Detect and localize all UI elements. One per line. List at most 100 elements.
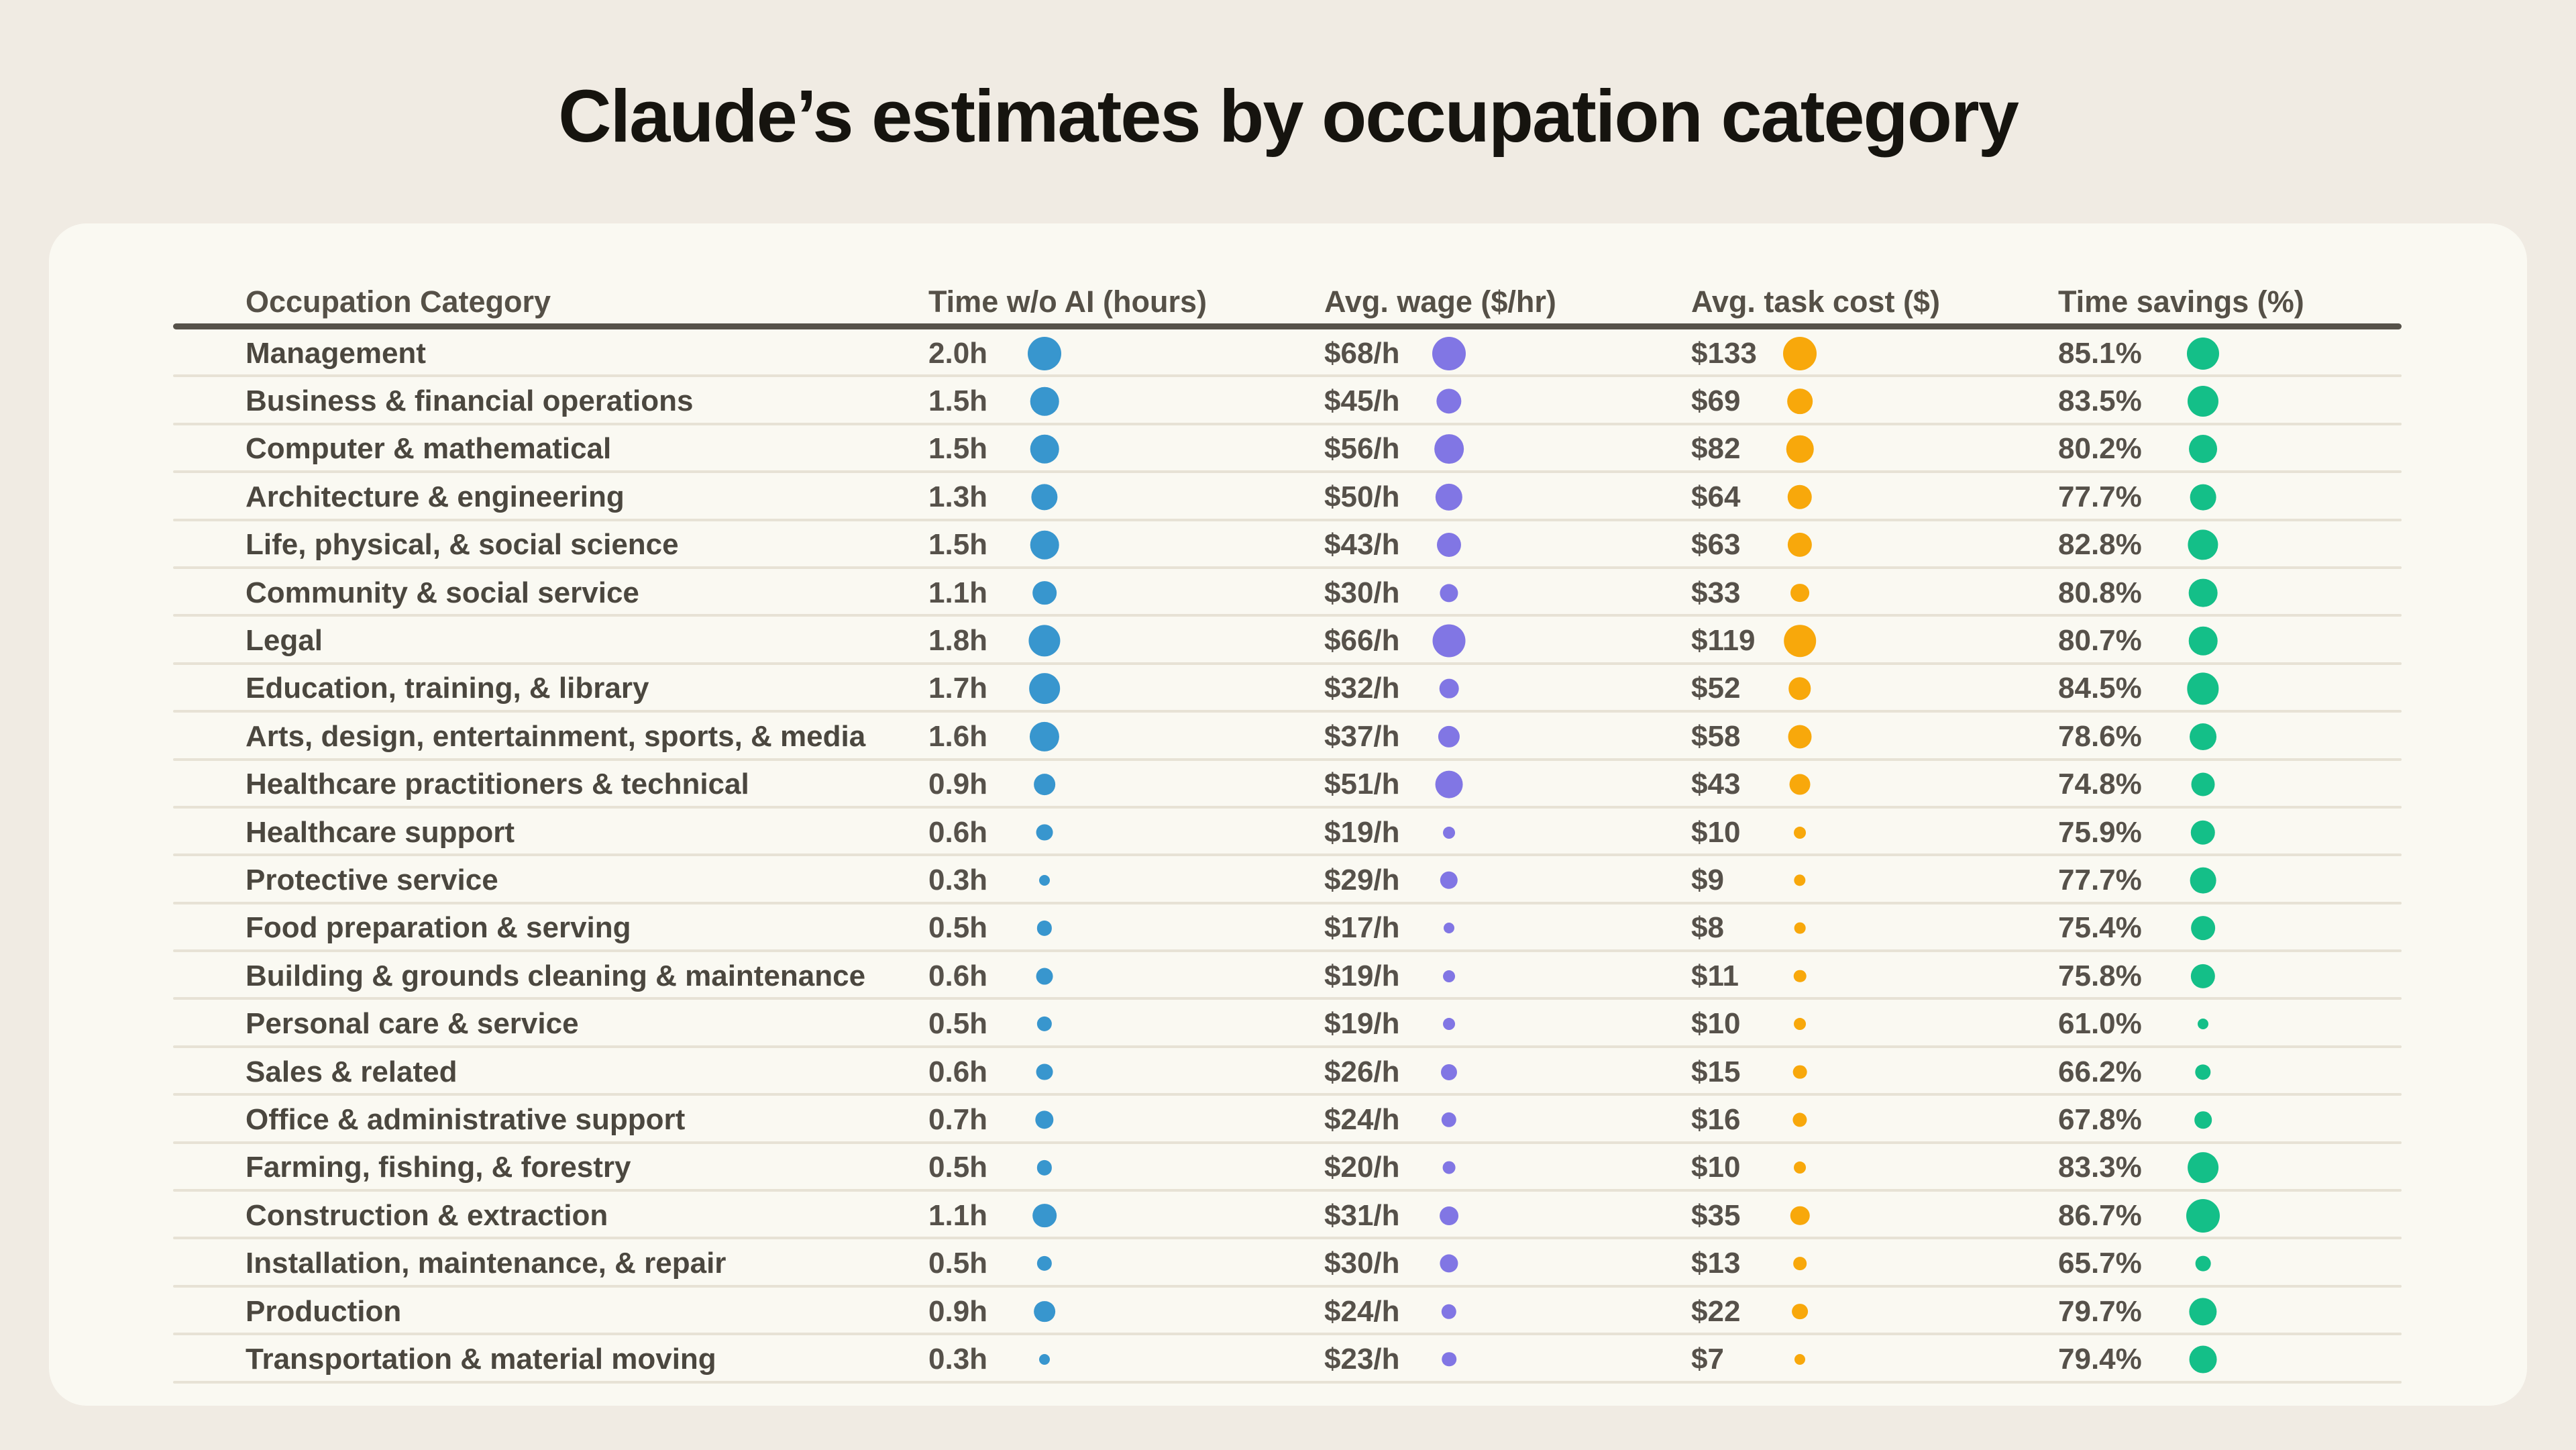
task-cost-value: $13: [1691, 1247, 1741, 1280]
time-dot: [1039, 874, 1050, 886]
time-dot: [1030, 530, 1059, 560]
time-savings-value: 83.3%: [2058, 1151, 2142, 1184]
time-savings-dot: [2189, 435, 2217, 464]
time-value: 0.5h: [928, 911, 988, 945]
time-savings-value: 75.9%: [2058, 815, 2142, 849]
time-savings-value: 66.2%: [2058, 1055, 2142, 1088]
time-savings-value: 84.5%: [2058, 672, 2142, 705]
occupation-label: Business & financial operations: [246, 384, 694, 418]
wage-value: $19/h: [1324, 959, 1400, 992]
task-cost-value: $7: [1691, 1342, 1724, 1376]
time-savings-value: 79.4%: [2058, 1342, 2142, 1376]
occupation-label: Computer & mathematical: [246, 432, 612, 466]
time-value: 0.5h: [928, 1151, 988, 1184]
task-cost-dot: [1794, 874, 1806, 886]
time-savings-dot: [2188, 1152, 2218, 1184]
task-cost-dot: [1790, 583, 1809, 603]
time-dot: [1035, 1110, 1054, 1129]
wage-value: $31/h: [1324, 1198, 1400, 1232]
wage-value: $17/h: [1324, 911, 1400, 945]
wage-value: $30/h: [1324, 576, 1400, 609]
occupation-label: Installation, maintenance, & repair: [246, 1247, 727, 1280]
header-rule: [173, 323, 2402, 329]
task-cost-dot: [1790, 1206, 1810, 1225]
task-cost-value: $63: [1691, 528, 1741, 562]
time-savings-dot: [2188, 529, 2218, 560]
table-row: Healthcare support 0.6h $19/h $10 75.9%: [49, 809, 2527, 857]
wage-value: $45/h: [1324, 384, 1400, 418]
table-row: Building & grounds cleaning & maintenanc…: [49, 952, 2527, 1000]
task-cost-dot: [1783, 336, 1817, 370]
table-row: Office & administrative support 0.7h $24…: [49, 1096, 2527, 1145]
task-cost-value: $35: [1691, 1198, 1741, 1232]
task-cost-value: $119: [1691, 624, 1756, 658]
wage-value: $26/h: [1324, 1055, 1400, 1088]
wage-value: $23/h: [1324, 1342, 1400, 1376]
time-savings-dot: [2187, 386, 2219, 417]
task-cost-value: $10: [1691, 1007, 1741, 1041]
occupation-label: Farming, fishing, & forestry: [246, 1151, 631, 1184]
time-savings-value: 79.7%: [2058, 1294, 2142, 1328]
wage-dot: [1442, 1161, 1456, 1174]
task-cost-dot: [1792, 1303, 1808, 1320]
time-savings-value: 85.1%: [2058, 336, 2142, 370]
time-value: 0.9h: [928, 768, 988, 801]
time-value: 1.5h: [928, 528, 988, 562]
wage-value: $51/h: [1324, 768, 1400, 801]
time-dot: [1036, 1160, 1053, 1176]
time-savings-value: 78.6%: [2058, 719, 2142, 753]
time-savings-value: 86.7%: [2058, 1198, 2142, 1232]
wage-value: $19/h: [1324, 1007, 1400, 1041]
time-dot: [1028, 336, 1061, 370]
time-value: 0.6h: [928, 959, 988, 992]
column-header-task-cost: Avg. task cost ($): [1691, 284, 1940, 319]
task-cost-value: $8: [1691, 911, 1724, 945]
task-cost-dot: [1788, 725, 1812, 749]
time-dot: [1032, 1203, 1057, 1228]
time-value: 1.7h: [928, 672, 988, 705]
occupation-label: Community & social service: [246, 576, 639, 609]
task-cost-value: $15: [1691, 1055, 1741, 1088]
wage-dot: [1435, 770, 1463, 798]
time-savings-dot: [2190, 867, 2216, 894]
time-value: 1.5h: [928, 384, 988, 418]
table-row: Healthcare practitioners & technical 0.9…: [49, 761, 2527, 809]
task-cost-dot: [1794, 826, 1806, 839]
occupation-label: Education, training, & library: [246, 672, 649, 705]
time-dot: [1036, 1255, 1053, 1272]
time-savings-value: 75.4%: [2058, 911, 2142, 945]
time-savings-value: 80.2%: [2058, 432, 2142, 466]
task-cost-dot: [1794, 1353, 1805, 1365]
occupation-label: Personal care & service: [246, 1007, 579, 1041]
table-row: Sales & related 0.6h $26/h $15 66.2%: [49, 1048, 2527, 1096]
occupation-label: Sales & related: [246, 1055, 458, 1088]
wage-dot: [1438, 725, 1460, 747]
task-cost-dot: [1786, 435, 1814, 463]
wage-dot: [1441, 1304, 1457, 1319]
occupation-label: Legal: [246, 624, 323, 658]
task-cost-value: $82: [1691, 432, 1741, 466]
wage-dot: [1436, 533, 1462, 558]
occupation-label: Transportation & material moving: [246, 1342, 716, 1376]
time-dot: [1036, 921, 1053, 936]
time-savings-value: 65.7%: [2058, 1247, 2142, 1280]
task-cost-value: $52: [1691, 672, 1741, 705]
time-savings-dot: [2190, 484, 2216, 511]
time-savings-dot: [2195, 1255, 2211, 1272]
time-savings-value: 67.8%: [2058, 1102, 2142, 1136]
occupation-label: Food preparation & serving: [246, 911, 631, 945]
table-row: Architecture & engineering 1.3h $50/h $6…: [49, 473, 2527, 521]
column-header-time-savings: Time savings (%): [2058, 284, 2304, 319]
time-value: 0.9h: [928, 1294, 988, 1328]
time-dot: [1031, 484, 1058, 511]
task-cost-dot: [1787, 484, 1813, 510]
page-title: Claude’s estimates by occupation categor…: [558, 75, 2019, 158]
time-savings-value: 83.5%: [2058, 384, 2142, 418]
column-header-time: Time w/o AI (hours): [928, 284, 1208, 319]
table-row: Construction & extraction 1.1h $31/h $35…: [49, 1192, 2527, 1240]
wage-dot: [1439, 679, 1459, 698]
wage-dot: [1434, 434, 1464, 464]
time-savings-dot: [2190, 820, 2216, 845]
task-cost-value: $64: [1691, 480, 1741, 513]
wage-value: $24/h: [1324, 1294, 1400, 1328]
